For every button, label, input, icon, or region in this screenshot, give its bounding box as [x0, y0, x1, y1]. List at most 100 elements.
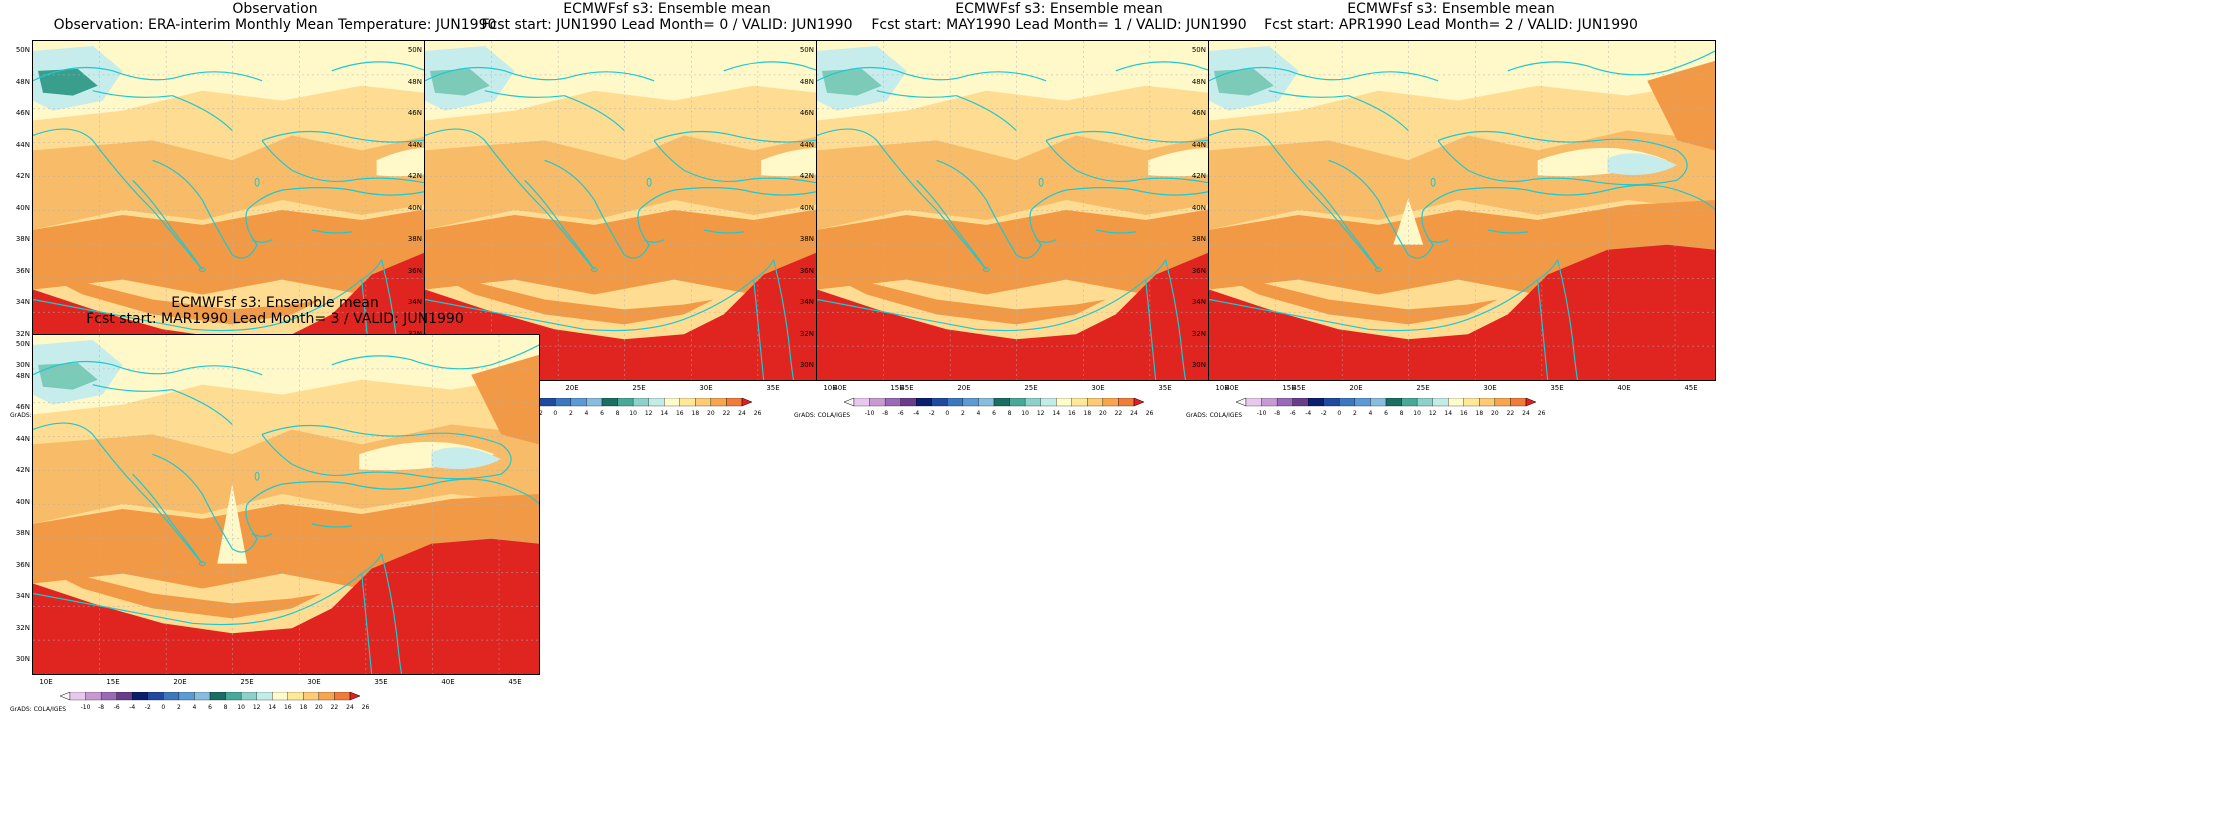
latitude-label: 30N [1191, 361, 1206, 369]
colorbar-label: 14 [1052, 410, 1061, 417]
temperature-field [431, 447, 502, 469]
colorbar-label: 24 [1130, 410, 1138, 417]
temperature-field [217, 484, 248, 564]
colorbar-segment [1525, 398, 1536, 407]
temperature-field [1647, 60, 1715, 151]
longitude-label: 40E [833, 384, 847, 392]
colorbar-label: 4 [584, 410, 589, 417]
colorbar-segment [1245, 398, 1262, 407]
colorbar-segment [1494, 398, 1511, 407]
colorbar-label: 4 [976, 410, 981, 417]
colorbar-label: 6 [992, 410, 996, 417]
colorbar-label: 24 [738, 410, 746, 417]
longitude-label: 25E [240, 678, 254, 686]
colorbar [1236, 398, 1536, 407]
colorbar-label: 4 [1368, 410, 1373, 417]
colorbar-segment [334, 692, 351, 701]
colorbar-label: 6 [600, 410, 604, 417]
latitude-label: 50N [15, 340, 30, 348]
colorbar-label: -8 [882, 410, 889, 417]
colorbar [844, 398, 1144, 407]
colorbar-segment [1236, 398, 1247, 407]
colorbar-label: 2 [568, 410, 573, 417]
longitude-label: 30E [1483, 384, 1497, 392]
colorbar-label: 16 [675, 410, 684, 417]
longitude-label: 20E [173, 678, 187, 686]
colorbar-label: 24 [346, 704, 354, 711]
colorbar-label: -8 [1274, 410, 1281, 417]
temperature-field [33, 335, 539, 415]
colorbar-label: -6 [1289, 410, 1296, 417]
longitude-label: 45E [1684, 384, 1698, 392]
longitude-label: 40E [1617, 384, 1631, 392]
colorbar-label: 26 [753, 410, 762, 417]
panel-title: Observation [232, 1, 318, 17]
colorbar-label: 0 [161, 704, 166, 711]
colorbar-label: 10 [1021, 410, 1029, 417]
colorbar-segment [1416, 398, 1433, 407]
colorbar-label: 8 [615, 410, 620, 417]
colorbar-segment [962, 398, 979, 407]
latitude-label: 42N [15, 466, 30, 474]
latitude-label: 50N [407, 46, 422, 54]
panel-subtitle: Observation: ERA-interim Monthly Mean Te… [53, 17, 497, 33]
longitude-label: 25E [1416, 384, 1430, 392]
colorbar-label: 20 [1491, 410, 1499, 417]
temperature-field [1607, 153, 1678, 175]
temperature-field [425, 41, 931, 121]
latitude-label: 40N [15, 203, 30, 212]
temperature-field [33, 41, 539, 121]
latitude-label: 30N [15, 655, 30, 663]
latitude-label: 48N [15, 77, 30, 86]
temperature-field [37, 362, 98, 390]
latitude-label: 32N [1191, 329, 1206, 338]
colorbar-segment [1292, 398, 1309, 407]
longitude-label: 10E [1215, 384, 1229, 392]
longitude-label: 35E [1158, 384, 1172, 392]
latitude-label: 34N [15, 592, 30, 600]
panel-subtitle: Fcst start: MAY1990 Lead Month= 1 / VALI… [871, 17, 1247, 33]
panel-title: ECMWFsf s3: Ensemble mean [955, 1, 1163, 17]
grads-credit: GrADS: COLA/IGES [10, 706, 67, 713]
longitude-label: 15E [106, 678, 120, 686]
colorbar-label: 26 [361, 704, 370, 711]
temperature-map [32, 334, 540, 675]
colorbar-segment [69, 692, 86, 701]
latitude-label: 32N [15, 329, 30, 338]
colorbar-segment [710, 398, 727, 407]
colorbar-segment [993, 398, 1010, 407]
colorbar-segment [695, 398, 712, 407]
colorbar-label: 12 [252, 704, 261, 711]
latitude-label: 34N [407, 298, 422, 306]
colorbar-label: 26 [1145, 410, 1154, 417]
graticule [1209, 41, 1715, 380]
temperature-field [817, 269, 1106, 325]
colorbar-segment [1040, 398, 1057, 407]
colorbar-segment [287, 692, 304, 701]
latitude-label: 44N [15, 140, 30, 149]
longitude-label: 15E [890, 384, 904, 392]
temperature-field [33, 563, 322, 619]
colorbar-label: 20 [315, 704, 323, 711]
colorbar-label: 2 [960, 410, 965, 417]
grads-credit: GrADS: COLA/IGES [794, 412, 851, 419]
colorbar-label: 12 [1428, 410, 1437, 417]
colorbar-segment [240, 692, 257, 701]
colorbar-label: 10 [237, 704, 245, 711]
colorbar-label: 6 [208, 704, 212, 711]
latitude-label: 50N [15, 46, 30, 54]
longitude-label: 45E [1292, 384, 1306, 392]
latitude-label: 48N [15, 371, 30, 380]
latitude-label: 48N [407, 77, 422, 86]
temperature-field [1213, 68, 1274, 96]
colorbar-label: -2 [1320, 410, 1327, 417]
colorbar-segment [209, 692, 226, 701]
colorbar-segment [1370, 398, 1387, 407]
latitude-label: 46N [15, 109, 30, 117]
latitude-label: 36N [15, 266, 30, 275]
colorbar-segment [632, 398, 649, 407]
longitude-label: 15E [1282, 384, 1296, 392]
colorbar [60, 692, 360, 701]
colorbar-label: 18 [1475, 410, 1484, 417]
colorbar-segment [664, 398, 680, 407]
